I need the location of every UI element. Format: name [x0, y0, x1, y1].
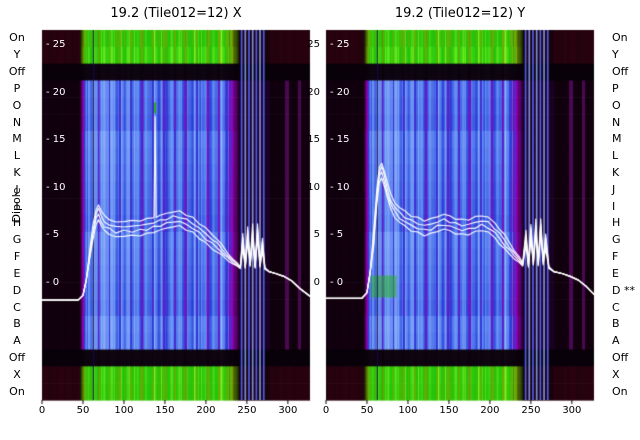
row-label-right: Y — [612, 48, 619, 62]
row-label-right: D ** — [612, 283, 635, 297]
row-label-left: I — [15, 199, 19, 213]
row-label-right: X — [612, 367, 620, 381]
panel-title-x: 19.2 (Tile012=12) X — [110, 6, 242, 21]
ytick-gap: 10 — [307, 181, 320, 193]
row-label-left: P — [13, 81, 21, 95]
xtick-label: 300 — [278, 405, 298, 416]
row-label-left: H — [12, 216, 22, 230]
ytick-inner-left: - 25 — [46, 39, 66, 50]
row-label-left: Off — [8, 65, 26, 79]
row-label-right: M — [612, 132, 622, 146]
xtick-label: 200 — [196, 405, 216, 416]
row-label-right: On — [612, 31, 628, 45]
xtick-label: 250 — [521, 405, 541, 416]
xtick-label: 0 — [38, 405, 46, 416]
row-label-right: N — [612, 115, 621, 129]
row-label-right: H — [612, 216, 621, 230]
xtick-label: 100 — [114, 405, 134, 416]
row-label-left: C — [13, 300, 21, 314]
ytick-gap: 25 — [307, 39, 320, 50]
row-label-right: Off — [612, 350, 629, 364]
row-label-right: G — [612, 233, 621, 247]
row-label-left: Off — [8, 350, 26, 364]
row-label-left: B — [13, 317, 21, 331]
row-label-right: P — [612, 81, 619, 95]
row-label-left: F — [13, 250, 21, 264]
row-label-left: Y — [13, 48, 21, 62]
row-label-left: G — [12, 233, 22, 247]
ytick-inner-right: - 20 — [330, 86, 350, 98]
ytick-gap: 15 — [307, 134, 320, 146]
row-label-left: A — [13, 334, 21, 348]
row-label-left: J — [15, 182, 19, 196]
ytick-inner-right: - 10 — [330, 181, 350, 193]
row-label-right: C — [612, 300, 620, 314]
row-label-right: K — [612, 165, 620, 179]
panel-title-y: 19.2 (Tile012=12) Y — [394, 6, 526, 21]
row-label-left: On — [9, 384, 25, 398]
xtick-label: 200 — [480, 405, 500, 416]
ytick-gap: 5 — [313, 229, 320, 241]
row-label-left: M — [12, 132, 22, 146]
row-label-left: O — [12, 98, 22, 112]
xtick-label: 150 — [439, 405, 459, 416]
row-label-right: B — [612, 317, 620, 331]
row-label-right: E — [612, 266, 619, 280]
row-label-left: L — [13, 149, 21, 163]
row-label-right: L — [612, 149, 619, 163]
ytick-inner-right: - 15 — [330, 134, 350, 146]
row-label-right: Off — [612, 65, 629, 79]
ytick-inner-left: - 0 — [46, 277, 60, 288]
xtick-label: 0 — [322, 405, 330, 416]
row-label-right: J — [612, 182, 616, 196]
row-label-left: K — [13, 165, 21, 179]
row-label-right: On — [612, 384, 628, 398]
ytick-inner-right: - 0 — [330, 277, 344, 288]
ytick-inner-left: - 15 — [46, 134, 66, 146]
xtick-label: 100 — [398, 405, 418, 416]
row-label-right: O — [612, 98, 621, 112]
ytick-inner-left: - 10 — [46, 181, 66, 193]
xtick-label: 300 — [562, 405, 582, 416]
ytick-inner-left: - 5 — [46, 229, 60, 241]
row-label-right: I — [612, 199, 616, 213]
row-label-left: X — [13, 367, 21, 381]
ytick-inner-right: - 5 — [330, 229, 344, 241]
row-label-left: D — [12, 283, 22, 297]
row-label-right: F — [612, 250, 619, 264]
row-label-left: E — [13, 266, 21, 280]
ytick-gap: 20 — [307, 86, 320, 98]
xtick-label: 50 — [76, 405, 90, 416]
row-label-left: On — [9, 31, 25, 45]
ytick-inner-right: - 25 — [330, 39, 350, 50]
xtick-label: 150 — [155, 405, 175, 416]
row-label-right: A — [612, 334, 620, 348]
ytick-inner-left: - 20 — [46, 86, 66, 98]
xtick-label: 250 — [237, 405, 257, 416]
xtick-label: 50 — [360, 405, 374, 416]
ytick-gap: 0 — [313, 277, 320, 288]
row-label-left: N — [12, 115, 22, 129]
